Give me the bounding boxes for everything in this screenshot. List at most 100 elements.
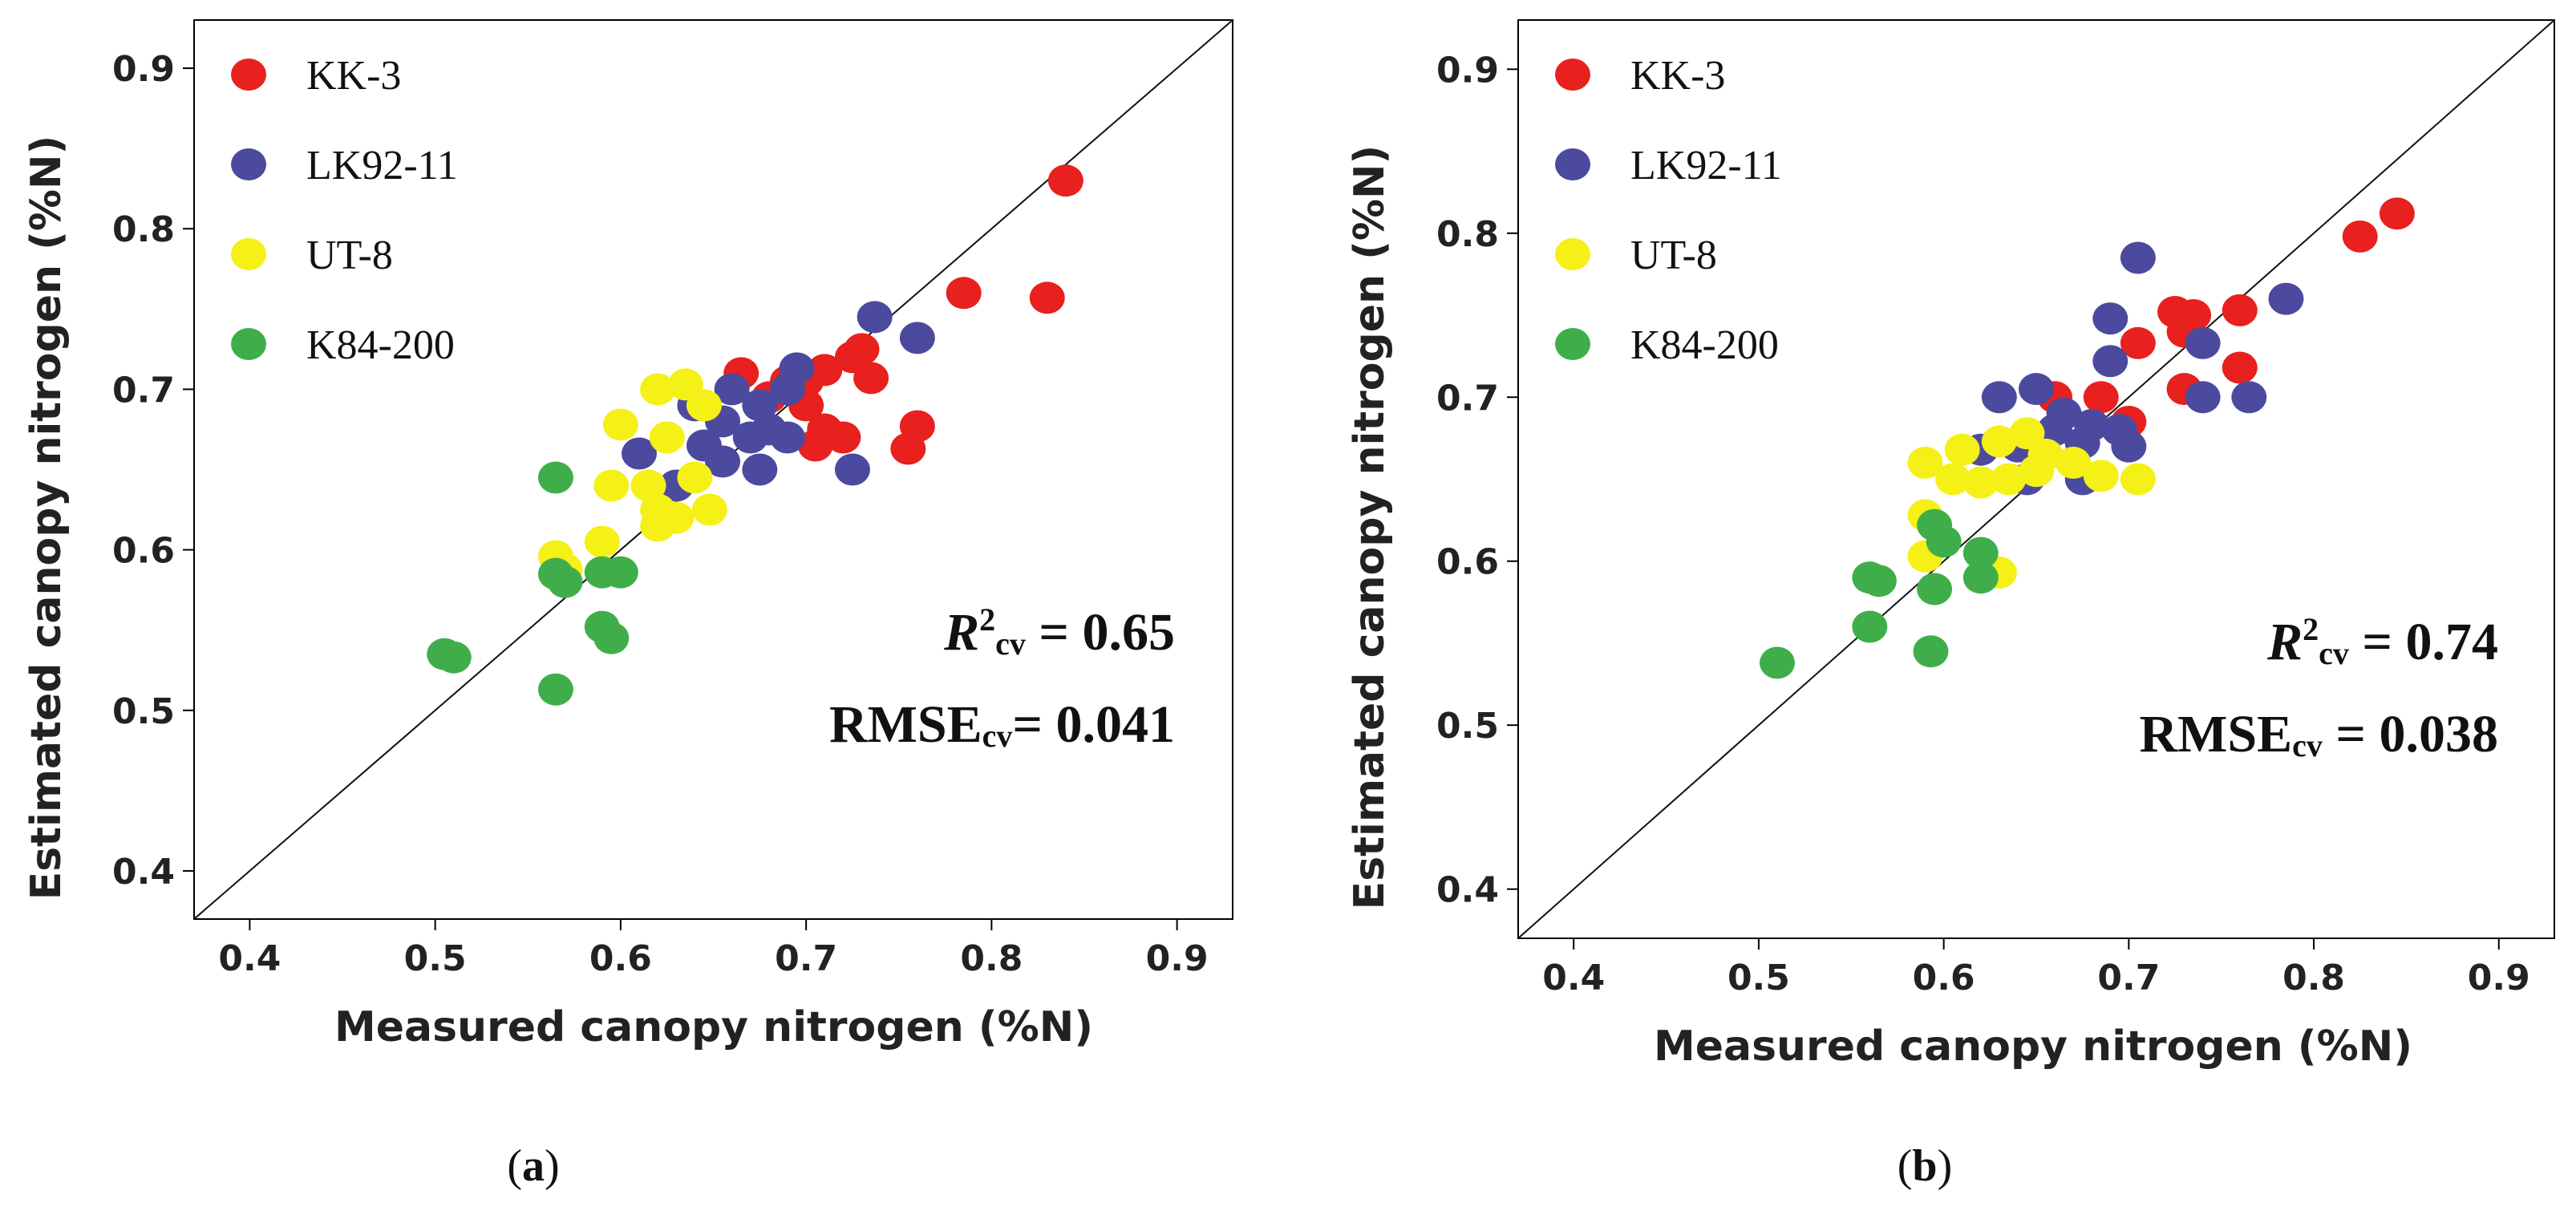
chart-a-r2-superscript: 2 [979,601,995,638]
chart-a-data-point [844,333,880,366]
chart-b-data-point [1962,466,1999,499]
chart-b-data-point [1981,381,2017,414]
chart-a-data-point [584,525,620,558]
chart-b-data-point [2120,463,2156,496]
chart-b-rmse-value: = 0.038 [2323,705,2498,763]
chart-b-data-point [1917,573,1953,605]
chart-a-series-k84-200 [427,461,638,706]
chart-a-y-axis-title: Estimated canopy nitrogen (%N) [22,136,71,901]
chart-a-legend-marker [231,238,266,270]
chart-b-y-tick-label: 0.8 [1436,214,1499,255]
chart-a-rmse-subscript: cv [982,718,1013,754]
chart-b-legend-marker [1555,328,1590,360]
chart-b-y-tick-label: 0.9 [1436,50,1499,91]
chart-a-caption-close: ) [545,1141,560,1191]
chart-b-x-tick-label: 0.4 [1542,958,1605,998]
chart-a-rmse-annotation: RMSEcv= 0.041 [829,695,1175,754]
chart-b-data-point [1907,447,1943,480]
chart-a-data-point [899,322,935,354]
chart-b-x-tick-label: 0.9 [2468,958,2530,998]
chart-b-data-point [1926,525,1962,558]
chart-b-data-point [2231,381,2267,414]
chart-b-data-point [1913,635,1949,668]
chart-a-caption: (a) [507,1141,559,1191]
chart-a-data-point [825,421,861,454]
chart-a-r2-annotation: R2cv = 0.65 [943,601,1175,662]
chart-a-legend-marker [231,328,266,360]
chart-a-data-point [1029,281,1065,314]
chart-a-y-tick-label: 0.8 [112,209,175,250]
chart-a-data-point [691,493,727,526]
chart-b-data-point [2120,241,2156,274]
chart-a-data-point [435,641,472,674]
chart-b-x-tick-label: 0.6 [1913,958,1975,998]
chart-b-legend-marker [1555,148,1590,180]
chart-b-data-point [2222,351,2258,384]
chart-a-y-tick-label: 0.5 [112,691,175,732]
chart-b-data-point [2185,381,2221,414]
chart-b-y-tick-label: 0.4 [1436,870,1499,911]
chart-a-data-point [732,421,768,454]
chart-b-r2-superscript: 2 [2303,611,2319,647]
chart-b-data-point [2037,414,2073,447]
chart-b-legend-marker [1555,59,1590,91]
chart-b-data-point [2092,345,2128,378]
chart-a-rmse-symbol: RMSE [829,695,982,754]
chart-b-data-point [2111,430,2147,463]
chart-b-legend-label: K84-200 [1630,322,1779,368]
chart-a: 0.4 0.5 0.6 0.7 0.8 0.9 0.4 0.5 0.6 0.7 0.8 0.9 Meas… [22,19,1233,1051]
chart-a-legend-marker [231,59,266,91]
chart-b-data-point [2092,302,2128,335]
chart-b-r2-subscript: cv [2319,635,2349,671]
chart-b-x-tick-label: 0.7 [2097,958,2160,998]
chart-a-legend: KK-3 LK92-11 UT-8 K84-200 [231,53,458,368]
chart-b-x-tick-label: 0.8 [2282,958,2345,998]
chart-b-legend-label: KK-3 [1630,53,1725,99]
chart-a-legend-label: K84-200 [306,322,455,368]
chart-a-data-point [834,453,870,486]
chart-a-data-point [593,469,630,502]
chart-a-data-point [622,437,657,470]
chart-a-data-point [714,373,750,406]
chart-b-data-point [1962,537,1999,569]
chart-a-data-point [547,565,583,598]
chart-b-r2-annotation: R2cv = 0.74 [2266,611,2498,671]
chart-a-r2-value: = 0.65 [1026,603,1175,662]
chart-a-data-point [770,421,805,454]
chart-b-y-tick-label: 0.7 [1436,378,1499,419]
chart-b-legend-label: UT-8 [1630,233,1717,278]
chart-b-x-axis-title: Measured canopy nitrogen (%N) [1654,1023,2412,1071]
chart-a-caption-letter: a [522,1141,545,1191]
chart-a-x-tick-label: 0.9 [1146,938,1209,979]
chart-a-data-point [640,373,676,406]
chart-b-caption-letter: b [1912,1141,1937,1191]
chart-a-data-point [1047,164,1083,197]
chart-a-r2-symbol: R [943,603,979,662]
chart-b-rmse-subscript: cv [2292,727,2323,763]
chart-b-data-point [1991,463,2027,496]
chart-b-legend-label: LK92-11 [1630,143,1782,188]
chart-b-y-tick-label: 0.5 [1436,706,1499,747]
chart-a-series-ut-8 [537,368,727,585]
chart-a-y-tick-label: 0.6 [112,531,175,572]
chart-b-data-point [1852,610,1888,643]
chart-a-data-point [742,389,778,422]
chart-a-legend-label: UT-8 [306,233,393,278]
chart-a-legend-label: KK-3 [306,53,401,99]
chart-a-data-point [649,421,685,454]
chart-a-caption-open: ( [507,1141,522,1191]
chart-a-r2-subscript: cv [995,626,1026,662]
chart-b-r2-value: = 0.74 [2349,613,2498,671]
chart-b-rmse-symbol: RMSE [2139,705,2292,763]
chart-b-rmse-annotation: RMSEcv = 0.038 [2139,705,2498,763]
chart-b-data-point [1962,561,1999,594]
chart-a-x-tick-label: 0.6 [589,938,652,979]
chart-a-data-point [857,301,893,334]
chart-b-y-axis-title: Estimated canopy nitrogen (%N) [1346,145,1394,910]
chart-a-x-tick-label: 0.4 [218,938,281,979]
chart-a-data-point [640,509,676,542]
chart-b-caption-open: ( [1898,1141,1913,1191]
chart-b-y-tick-label: 0.6 [1436,542,1499,583]
chart-a-data-point [686,389,722,422]
